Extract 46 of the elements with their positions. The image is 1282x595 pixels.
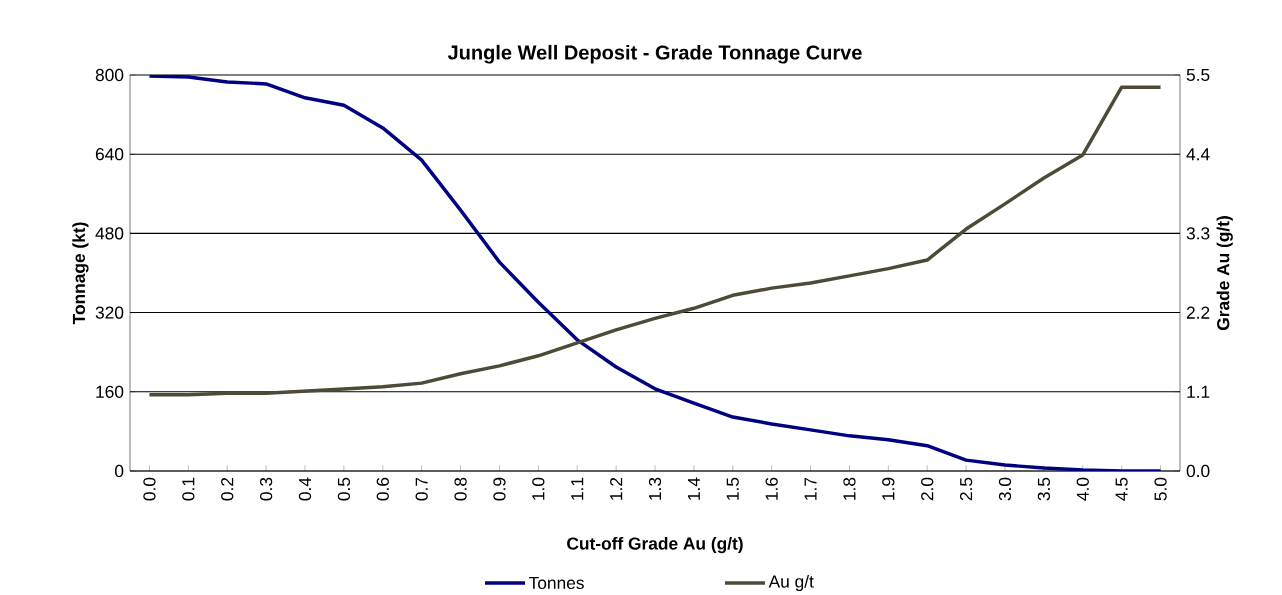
x-tick-label: 0.7 — [415, 477, 428, 501]
x-tick-label: 1.4 — [687, 477, 700, 500]
x-tick-label: 0.3 — [259, 477, 273, 501]
x-tick-label: 1.5 — [726, 477, 739, 500]
y2-tick-label: 1.1 — [1187, 385, 1210, 398]
x-tick-label: 3.0 — [998, 477, 1012, 501]
x-tick-label: 4.0 — [1076, 477, 1089, 501]
x-tick-label: 3.5 — [1037, 477, 1051, 501]
x-tick-label: 0.1 — [182, 477, 195, 501]
x-tick-label: 1.8 — [843, 477, 856, 500]
x-tick-label: 1.2 — [610, 477, 623, 500]
x-tick-label: 4.5 — [1115, 477, 1128, 501]
x-tick-label: 0.0 — [143, 477, 156, 501]
x-tick-label: 0.8 — [454, 477, 467, 501]
y2-tick-label: 5.5 — [1186, 68, 1210, 82]
y-axis-title: Tonnage (kt) — [72, 222, 89, 325]
y2-axis-title: Grade Au (g/t) — [1216, 216, 1233, 331]
chart-title: Jungle Well Deposit - Grade Tonnage Curve — [447, 44, 862, 64]
x-tick-label: 0.2 — [221, 477, 234, 501]
x-tick-label: 2.5 — [959, 477, 973, 501]
y-tick-label: 0 — [114, 464, 124, 478]
line-series — [147, 74, 1163, 471]
x-tick-label: 2.0 — [921, 477, 934, 501]
y-tick-label: 320 — [95, 306, 124, 319]
legend-label: Tonnes — [529, 576, 584, 590]
x-axis-title: Cut-off Grade Au (g/t) — [567, 536, 743, 554]
y2-tick-label: 0.0 — [1186, 464, 1210, 478]
x-tick-label: 1.6 — [765, 477, 778, 500]
y2-tick-label: 3.3 — [1186, 227, 1210, 240]
x-tick-label: 1.1 — [571, 477, 584, 500]
x-tick-label: 0.5 — [337, 477, 351, 501]
x-tick-label: 1.3 — [648, 477, 662, 500]
x-tick-label: 0.4 — [298, 477, 312, 501]
y-tick-label: 160 — [96, 385, 124, 398]
y2-tick-label: 2.2 — [1186, 306, 1210, 319]
x-tick-label: 1.0 — [532, 477, 545, 500]
x-tick-label: 0.6 — [376, 477, 389, 501]
x-tick-label: 0.9 — [493, 477, 506, 501]
legend-label: Au g/t — [768, 574, 814, 592]
y-tick-label: 640 — [95, 148, 124, 161]
x-tick-label: 1.9 — [882, 477, 895, 500]
x-tick-label: 1.7 — [804, 477, 817, 500]
x-tick-label: 5.0 — [1154, 477, 1167, 501]
y2-tick-label: 4.4 — [1186, 148, 1210, 161]
y-tick-label: 480 — [95, 227, 124, 240]
y-tick-label: 800 — [95, 68, 124, 82]
